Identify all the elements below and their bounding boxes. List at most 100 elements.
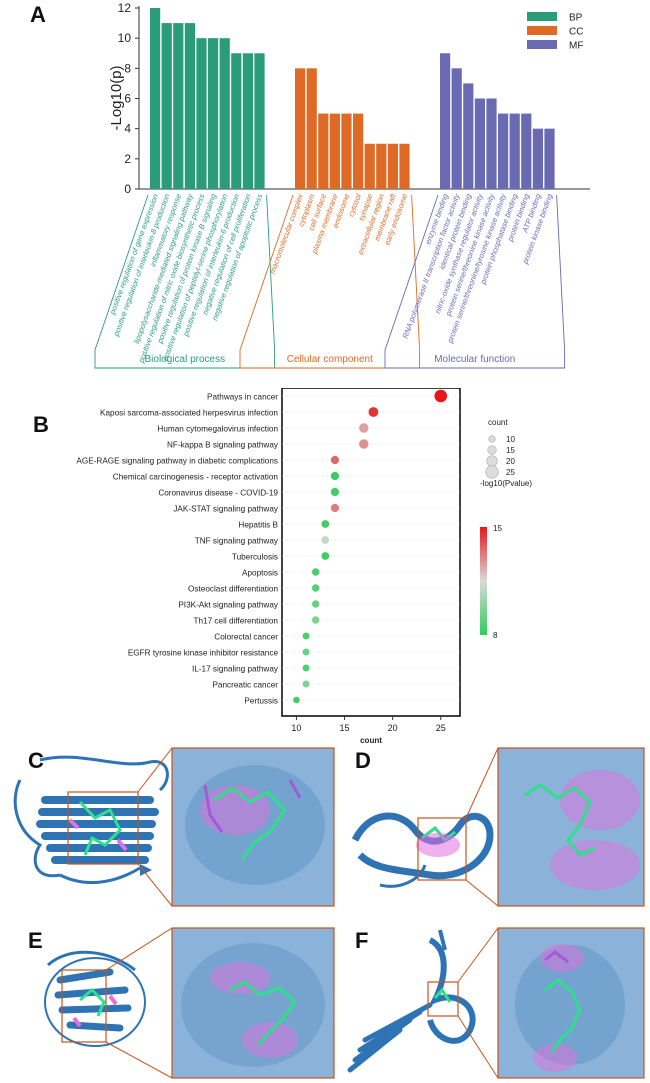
- color-legend-min: 8: [493, 631, 498, 640]
- pathway-label: EGFR tyrosine kinase inhibitor resistanc…: [128, 649, 279, 658]
- bar-bp: [173, 23, 184, 190]
- ligand-sticks: [416, 825, 460, 857]
- bubble: [359, 439, 369, 449]
- bubble: [434, 389, 448, 403]
- x-tick-label: 10: [291, 723, 301, 733]
- ligand-sticks: [433, 987, 452, 1003]
- y-tick-label: 6: [124, 92, 131, 106]
- bubble-chart-plot: 10 15 20 25 count: [281, 388, 461, 743]
- legend-swatch-cc: [527, 26, 557, 35]
- pathway-label: Tuberculosis: [232, 553, 278, 562]
- x-tick-label: 25: [436, 723, 446, 733]
- group-label-mf: Molecular function: [434, 354, 515, 365]
- bar-chart-group-brackets: Biological process Cellular component Mole…: [94, 194, 566, 369]
- pathway-label: IL-17 signaling pathway: [192, 665, 279, 674]
- size-legend-label: 10: [506, 435, 515, 444]
- bar-cc: [364, 143, 375, 189]
- bar-cc: [387, 143, 398, 189]
- bar-bp: [208, 38, 219, 189]
- bar-mf: [486, 98, 497, 189]
- y-tick-label: 0: [124, 182, 131, 196]
- pathway-label: Hepatitis B: [238, 521, 278, 530]
- bubble: [293, 696, 300, 704]
- ligand-sticks: [72, 987, 118, 1028]
- bar-cc: [306, 68, 317, 189]
- bar-mf: [474, 98, 485, 189]
- bar-bp: [231, 53, 242, 189]
- pathway-label: Pathways in cancer: [207, 393, 278, 402]
- bar-bp: [219, 38, 230, 189]
- x-axis-title: count: [360, 736, 382, 743]
- pathway-label: Pertussis: [244, 697, 278, 706]
- bar-bp: [150, 8, 161, 189]
- y-axis-title: -Log10(p): [108, 65, 125, 130]
- zoom-inset: [497, 927, 645, 1079]
- docking-panel-d: [351, 747, 645, 907]
- protein-cartoon: [351, 812, 494, 888]
- pathway-label: Human cytomegalovirus infection: [157, 425, 278, 434]
- zoom-inset: [497, 747, 645, 907]
- panel-label-d: D: [355, 748, 371, 773]
- bubble: [311, 568, 320, 576]
- bar-cc: [329, 113, 340, 189]
- callout-box: [61, 969, 107, 1043]
- callout-lines: [457, 927, 499, 1079]
- bar-mf: [463, 83, 474, 189]
- panel-label-f: F: [355, 928, 369, 953]
- callout-lines: [137, 747, 173, 907]
- callout-lines: [465, 747, 499, 907]
- bar-cc: [318, 113, 329, 189]
- legend-label-mf: MF: [569, 41, 583, 52]
- zoom-inset: [171, 747, 335, 907]
- size-legend-circle: [488, 435, 496, 443]
- bubble: [302, 680, 310, 688]
- group-bracket-bp: [94, 194, 276, 369]
- pathway-label: PI3K-Akt signaling pathway: [178, 601, 279, 610]
- color-legend-title: -log10(Pvalue): [480, 479, 532, 488]
- group-label-cc: Cellular component: [287, 354, 373, 365]
- y-tick-label: 4: [124, 122, 131, 136]
- pathway-label: Chemical carcinogenesis - receptor activ…: [113, 473, 279, 482]
- size-legend-circle: [485, 465, 499, 479]
- size-legend-circle: [486, 455, 498, 467]
- bubble: [302, 648, 310, 656]
- bar-cc: [376, 143, 387, 189]
- plot-frame: [281, 388, 461, 717]
- bar-bp: [184, 23, 195, 190]
- ligand-sticks: [68, 800, 128, 856]
- bubble: [321, 536, 330, 544]
- bar-mf: [440, 53, 451, 189]
- pathway-label: Apoptosis: [242, 569, 278, 578]
- legend-label-cc: CC: [569, 27, 583, 38]
- zoom-inset: [171, 927, 335, 1079]
- color-legend-max: 15: [493, 524, 502, 533]
- category-label: macromolecular complex: [268, 191, 306, 275]
- bubble: [330, 487, 340, 497]
- callout-box: [417, 817, 467, 881]
- bubble: [368, 407, 379, 417]
- bar-mf: [544, 128, 555, 189]
- y-tick-label: 12: [118, 1, 132, 15]
- bar-chart-category-labels: positive regulation of gene expressionpo…: [108, 191, 555, 364]
- bar-bp: [254, 53, 265, 189]
- y-tick-label: 2: [124, 152, 131, 166]
- size-legend-label: 25: [506, 468, 515, 477]
- pathway-label: Th17 cell differentiation: [193, 617, 278, 626]
- bubble: [321, 552, 330, 560]
- panel-label-c: C: [28, 748, 44, 773]
- panel-label-a: A: [30, 2, 46, 27]
- panel-label-b: B: [33, 412, 49, 437]
- bubble-chart-pathway-labels: Pathways in cancer Kaposi sarcoma-associa…: [76, 393, 279, 706]
- bubble: [321, 520, 330, 528]
- x-tick-label: 20: [388, 723, 398, 733]
- pathway-label: Pancreatic cancer: [212, 681, 278, 690]
- bar-cc: [399, 143, 410, 189]
- bubble: [302, 664, 310, 672]
- bar-bp: [161, 23, 172, 190]
- x-tick-label: 15: [340, 723, 350, 733]
- bubble-chart-legends: count 10 15 20 25 -log10(Pvalue) 15 8: [480, 418, 532, 640]
- size-legend-title: count: [488, 418, 508, 427]
- bar-cc: [295, 68, 306, 189]
- docking-panel-f: [347, 927, 645, 1079]
- y-tick-label: 8: [124, 61, 131, 75]
